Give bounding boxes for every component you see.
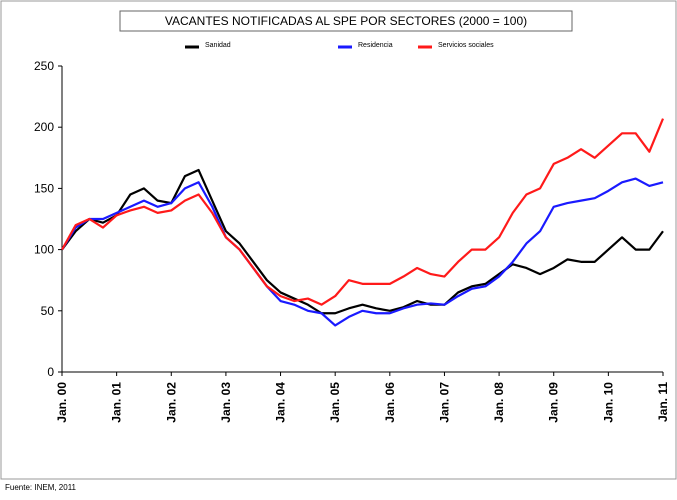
legend-label: Residencia [358,42,393,49]
x-tick-label: Jan. 10 [601,382,615,423]
y-tick-label: 50 [41,304,55,318]
x-tick-label: Jan. 01 [110,382,124,423]
x-tick-label: Jan. 05 [328,382,342,423]
x-tick-label: Jan. 00 [55,382,69,423]
series-line [61,118,665,306]
x-tick-label: Jan. 06 [383,382,397,423]
legend-label: Sanidad [205,42,231,49]
x-tick-label: Jan. 02 [164,382,178,423]
y-tick-label: 250 [34,59,54,73]
y-tick-label: 0 [47,365,54,379]
y-tick-label: 150 [34,181,54,195]
x-tick-label: Jan. 04 [274,382,288,423]
x-tick-label: Jan. 07 [437,382,451,423]
y-tick-label: 200 [34,120,54,134]
series-line [61,177,664,327]
title-box [119,10,573,32]
x-tick-label: Jan. 08 [492,382,506,423]
chart-title: VACANTES NOTIFICADAS AL SPE POR SECTORES… [165,14,527,28]
x-tick-label: Jan. 03 [219,382,233,423]
source: Fuente: INEM, 2011 [5,483,77,492]
chart-border [0,0,677,480]
x-tick-label: Jan. 09 [547,382,561,423]
x-tick-label: Jan. 11 [656,382,670,422]
y-tick-label: 100 [34,243,54,257]
legend-label: Servicios sociales [438,42,494,49]
series-line [61,168,664,315]
